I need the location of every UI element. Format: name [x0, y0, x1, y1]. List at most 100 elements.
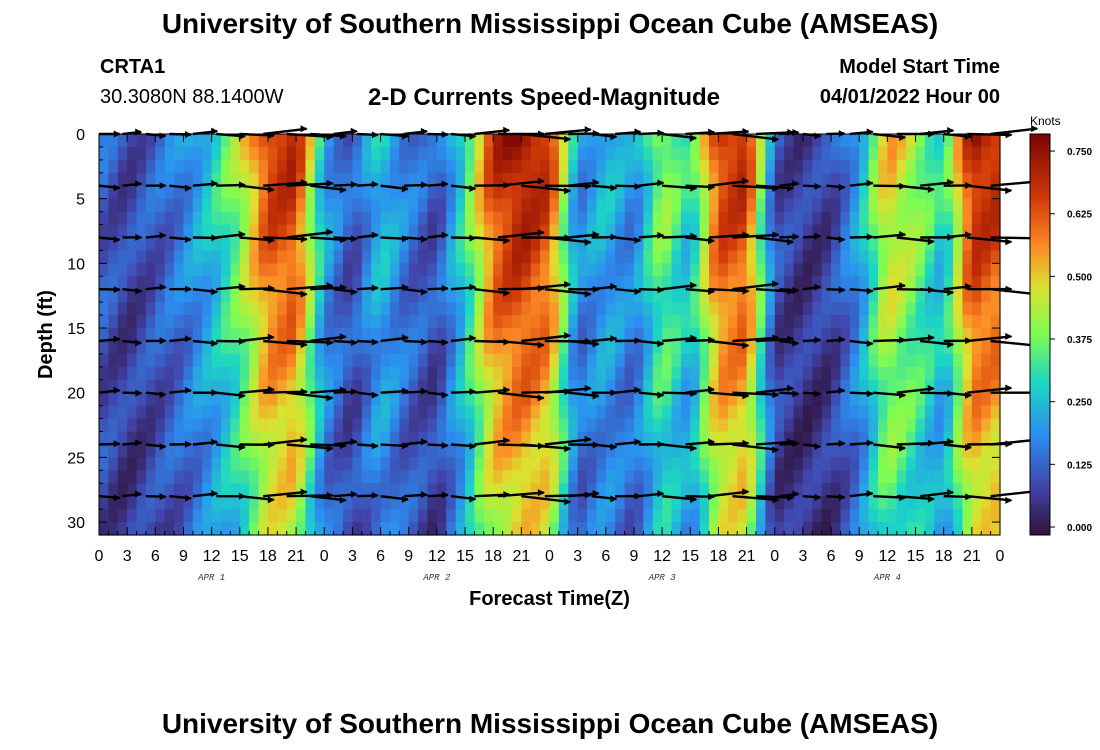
heat-cell — [990, 289, 1001, 303]
vector-arrow-head — [838, 439, 846, 447]
heat-cell — [699, 509, 710, 523]
heat-cell — [183, 224, 194, 239]
heat-cell — [267, 198, 278, 213]
heat-cell — [446, 263, 457, 277]
vector-arrow-head — [326, 179, 334, 187]
heat-cell — [371, 146, 382, 161]
heat-cell — [202, 250, 213, 264]
heat-cell — [624, 328, 635, 342]
heat-cell — [755, 340, 766, 355]
heat-cell — [333, 379, 344, 394]
heat-cell — [371, 509, 382, 523]
heat-cell — [483, 276, 494, 290]
heat-cell — [812, 444, 823, 458]
heat-cell — [680, 470, 691, 484]
heat-cell — [530, 237, 541, 252]
heat-cell — [990, 276, 1001, 290]
heat-cell — [624, 431, 635, 446]
heat-cell — [624, 392, 635, 407]
heat-cell — [239, 276, 250, 290]
vector-arrow-head — [564, 187, 572, 195]
heat-cell — [849, 315, 860, 329]
heat-cell — [371, 198, 382, 213]
heat-cell — [286, 353, 297, 368]
heat-cell — [145, 418, 156, 433]
heat-cell — [662, 328, 673, 342]
heat-cell — [521, 405, 532, 420]
heat-cell — [971, 276, 982, 290]
vector-arrow-head — [441, 284, 449, 292]
heat-cell — [680, 146, 691, 161]
heat-cell — [755, 315, 766, 329]
heat-cell — [511, 315, 522, 329]
heat-cell — [662, 509, 673, 523]
heat-cell — [662, 198, 673, 213]
heat-cell — [502, 146, 513, 161]
heat-cell — [192, 431, 203, 446]
heat-cell — [136, 353, 147, 368]
heat-cell — [221, 211, 231, 226]
heat-cell — [540, 237, 551, 252]
heat-cell — [877, 444, 888, 458]
vector-arrow-head — [503, 386, 511, 394]
heat-cell — [953, 172, 964, 187]
heat-cell — [258, 496, 269, 510]
heat-cell — [821, 328, 832, 342]
heat-cell — [671, 457, 682, 471]
heat-cell — [164, 431, 175, 446]
vector-arrow-head — [792, 339, 800, 347]
colorbar-gradient — [1029, 133, 1051, 536]
heat-cell — [981, 379, 992, 394]
heat-cell — [127, 315, 138, 329]
heat-cell — [361, 328, 372, 342]
vector-arrow-head — [503, 126, 511, 134]
heat-cell — [99, 418, 109, 433]
heat-cell — [633, 483, 644, 497]
heat-cell — [915, 457, 926, 471]
heat-cell — [230, 185, 241, 200]
heat-cell — [389, 134, 400, 148]
heat-cell — [962, 159, 973, 174]
heat-cell — [540, 198, 551, 213]
y-axis-label: Depth (ft) — [35, 290, 57, 379]
heat-cell — [483, 263, 494, 277]
heat-cell — [211, 353, 222, 368]
heat-cell — [361, 405, 372, 420]
heat-cell — [408, 134, 419, 148]
heat-cell — [915, 431, 926, 446]
vector-arrow-head — [300, 125, 308, 133]
heat-cell — [164, 172, 175, 187]
heat-cell — [755, 159, 766, 174]
heat-cell — [286, 392, 297, 407]
heat-cell — [577, 159, 588, 174]
heat-cell — [849, 496, 860, 510]
heat-cell — [962, 353, 973, 368]
heat-cell — [774, 134, 785, 148]
heat-cell — [662, 366, 673, 381]
heat-cell — [887, 159, 898, 174]
heat-cell — [774, 224, 785, 239]
heat-cell — [680, 250, 691, 264]
heat-cell — [680, 340, 691, 355]
heat-cell — [662, 392, 673, 407]
heat-cell — [230, 405, 241, 420]
vector-arrow-head — [792, 286, 800, 294]
heat-cell — [202, 444, 213, 458]
heat-cell — [361, 522, 372, 536]
heat-cell — [727, 289, 738, 303]
heat-cell — [821, 250, 832, 264]
heat-cell — [192, 237, 203, 252]
heat-cell — [286, 198, 297, 213]
heat-cell — [868, 405, 879, 420]
heat-cell — [633, 315, 644, 329]
heat-cell — [408, 250, 419, 264]
heat-cell — [793, 172, 804, 187]
heat-cell — [305, 392, 316, 407]
heat-cell — [812, 470, 823, 484]
heat-cell — [117, 146, 128, 161]
heat-cell — [474, 237, 485, 252]
heat-cell — [934, 392, 945, 407]
heat-cell — [427, 353, 438, 368]
heat-cell — [765, 315, 776, 329]
heat-cell — [690, 211, 701, 226]
